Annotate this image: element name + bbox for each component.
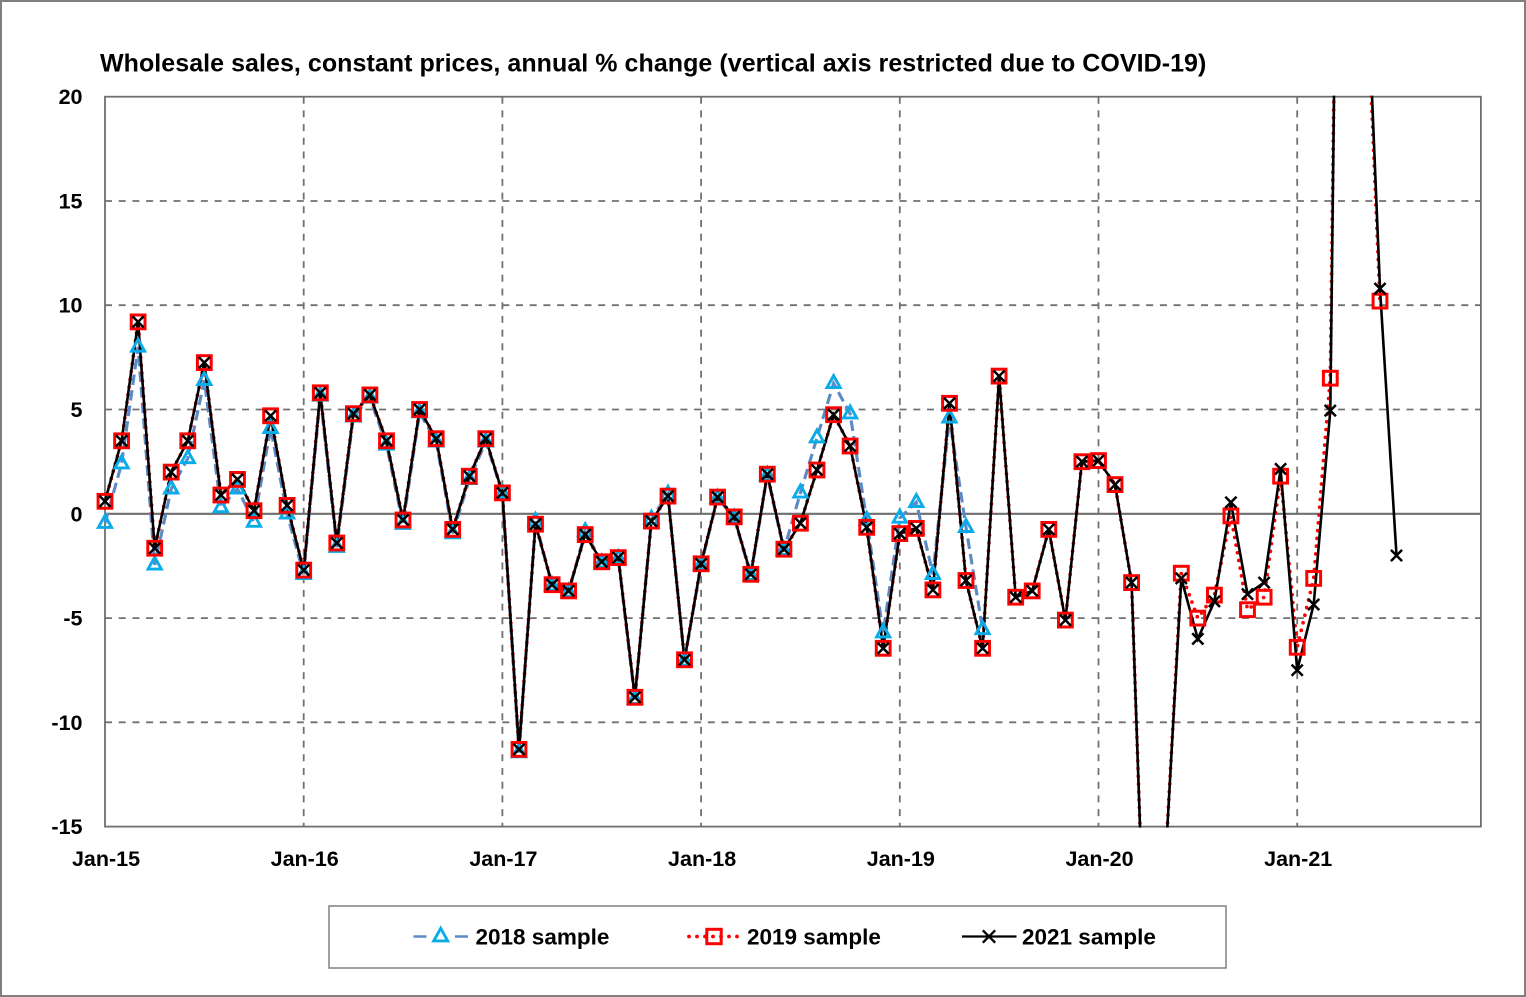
svg-text:20: 20 (59, 85, 83, 109)
svg-text:Jan-17: Jan-17 (469, 847, 537, 871)
svg-text:-5: -5 (63, 607, 82, 631)
svg-text:15: 15 (59, 190, 83, 214)
svg-text:2018 sample: 2018 sample (476, 925, 610, 950)
svg-text:2021 sample: 2021 sample (1022, 925, 1156, 950)
svg-text:Jan-18: Jan-18 (668, 847, 736, 871)
svg-text:Jan-15: Jan-15 (72, 847, 140, 871)
svg-text:10: 10 (59, 294, 83, 318)
svg-text:Jan-16: Jan-16 (271, 847, 339, 871)
svg-text:5: 5 (71, 398, 83, 422)
svg-text:Wholesale sales, constant pric: Wholesale sales, constant prices, annual… (100, 50, 1206, 78)
svg-text:-10: -10 (51, 711, 82, 735)
svg-text:Jan-21: Jan-21 (1264, 847, 1332, 871)
svg-text:0: 0 (71, 502, 83, 526)
svg-text:-15: -15 (51, 815, 82, 839)
svg-text:Jan-20: Jan-20 (1065, 847, 1133, 871)
svg-text:Jan-19: Jan-19 (867, 847, 935, 871)
svg-text:2019 sample: 2019 sample (747, 925, 881, 950)
